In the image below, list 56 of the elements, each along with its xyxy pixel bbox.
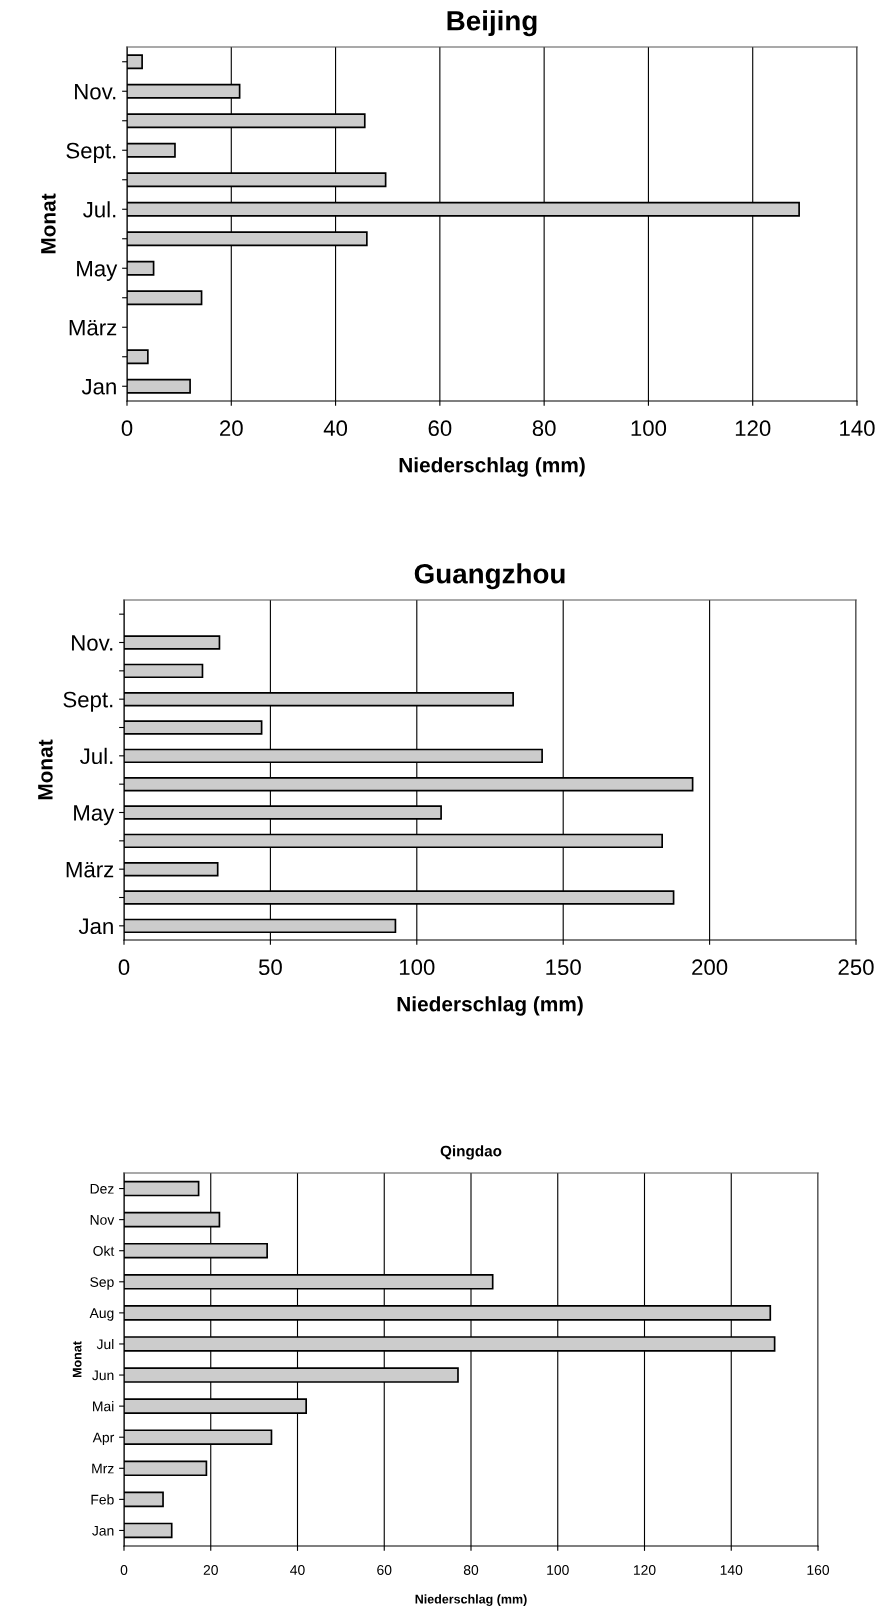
x-tick-label: 0 bbox=[120, 1565, 128, 1575]
x-axis-title: Niederschlag (mm) bbox=[397, 996, 583, 1016]
x-axis-title: Niederschlag (mm) bbox=[415, 1594, 527, 1607]
x-tick-label: 60 bbox=[377, 1565, 392, 1575]
x-tick-label: 20 bbox=[203, 1565, 218, 1575]
y-tick-label: Mai bbox=[93, 1401, 114, 1412]
y-tick-label: Mrz bbox=[92, 1463, 114, 1474]
y-tick-label: Sep bbox=[90, 1277, 114, 1290]
x-tick-label: 140 bbox=[840, 420, 875, 437]
x-tick-label: 50 bbox=[258, 959, 282, 976]
y-tick-label: Dez bbox=[90, 1184, 114, 1194]
x-tick-label: 160 bbox=[807, 1565, 830, 1575]
x-tick-label: 120 bbox=[735, 420, 771, 437]
y-tick-label: Nov. bbox=[75, 84, 116, 100]
x-tick-label: 100 bbox=[399, 959, 435, 976]
y-tick-label: Sept. bbox=[66, 142, 116, 163]
x-axis-title: Niederschlag (mm) bbox=[399, 457, 585, 477]
y-tick-label: Feb bbox=[91, 1494, 114, 1505]
y-tick-label: Jun bbox=[92, 1370, 114, 1381]
x-tick-label: 0 bbox=[121, 420, 133, 437]
x-tick-label: 20 bbox=[220, 420, 243, 437]
y-tick-label: Nov. bbox=[72, 635, 113, 651]
y-tick-label: Aug bbox=[89, 1308, 114, 1321]
y-tick-label: Jul. bbox=[83, 201, 116, 218]
y-tick-label: Jan bbox=[78, 918, 113, 935]
x-tick-label: 100 bbox=[631, 420, 667, 437]
y-axis-title: Monat bbox=[38, 739, 53, 800]
chart-title: Guangzhou bbox=[414, 563, 565, 590]
y-tick-label: Jan bbox=[81, 379, 116, 395]
x-tick-label: 40 bbox=[290, 1565, 305, 1575]
y-tick-label: Jul bbox=[96, 1338, 114, 1350]
x-tick-label: 60 bbox=[428, 420, 452, 437]
y-tick-label: März bbox=[66, 861, 114, 878]
y-axis-title: Monat bbox=[72, 1341, 82, 1378]
x-tick-label: 200 bbox=[692, 959, 728, 976]
x-tick-label: 80 bbox=[463, 1565, 479, 1575]
x-tick-label: 250 bbox=[838, 959, 874, 976]
y-tick-label: Jul. bbox=[80, 747, 113, 765]
x-tick-label: 100 bbox=[547, 1565, 569, 1575]
x-tick-label: 80 bbox=[532, 420, 556, 437]
chart-title: Qingdao bbox=[440, 1145, 502, 1160]
y-axis-title: Monat bbox=[41, 193, 56, 254]
y-tick-label: May bbox=[77, 261, 118, 281]
y-tick-label: May bbox=[74, 805, 115, 826]
x-tick-label: 40 bbox=[323, 420, 348, 437]
y-tick-label: März bbox=[69, 320, 117, 336]
x-tick-label: 150 bbox=[546, 959, 581, 976]
y-tick-label: Apr bbox=[92, 1432, 115, 1446]
y-tick-label: Sept. bbox=[63, 691, 113, 712]
x-tick-label: 0 bbox=[118, 959, 130, 976]
y-tick-label: Nov bbox=[90, 1215, 115, 1225]
y-tick-label: Okt bbox=[93, 1245, 115, 1256]
chart-title: Beijing bbox=[447, 10, 537, 37]
x-tick-label: 120 bbox=[633, 1565, 656, 1575]
x-tick-label: 140 bbox=[720, 1565, 743, 1575]
y-tick-label: Jan bbox=[92, 1525, 114, 1536]
